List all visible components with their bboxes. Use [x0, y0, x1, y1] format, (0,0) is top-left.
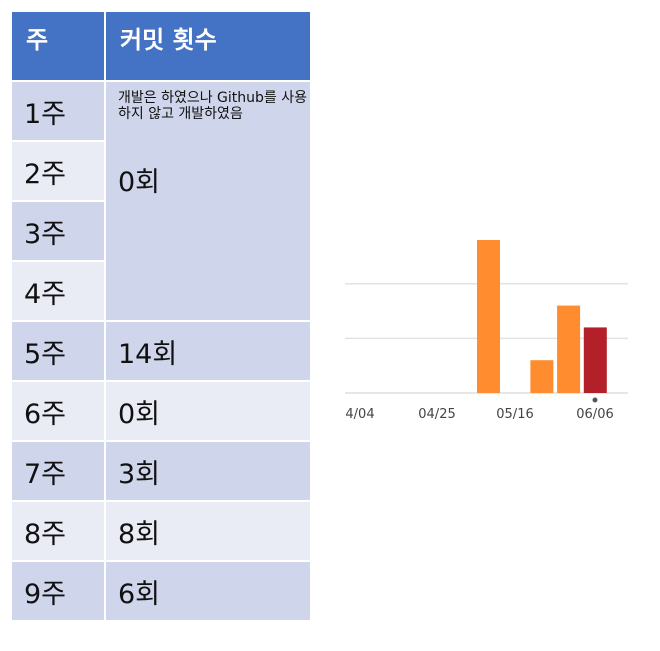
count-cell: 0회	[104, 380, 312, 442]
week-cell: 6주	[10, 380, 106, 442]
week-cell: 9주	[10, 560, 106, 622]
header-commit-count: 커밋 횟수	[104, 10, 312, 82]
header-row: 주 커밋 횟수	[10, 10, 312, 82]
table-row: 6주 0회	[10, 380, 312, 442]
table-row: 8주 8회	[10, 500, 312, 562]
count-cell: 3회	[104, 440, 312, 502]
week-cell: 8주	[10, 500, 106, 562]
merged-count-cell: 개발은 하였으나 Github를 사용하지 않고 개발하였음 0회	[104, 80, 312, 322]
x-tick-label: 4/04	[345, 407, 374, 422]
table-row: 3주	[10, 200, 311, 262]
header-week: 주	[10, 10, 106, 82]
week-cell: 4주	[10, 260, 106, 322]
count-cell: 14회	[104, 320, 312, 382]
week-cell: 3주	[10, 200, 106, 262]
note-text: 개발은 하였으나 Github를 사용하지 않고 개발하였음	[118, 90, 308, 122]
week-cell: 5주	[10, 320, 106, 382]
table-row: 4주	[10, 260, 311, 322]
count-cell: 8회	[104, 500, 312, 562]
bar	[583, 327, 607, 393]
current-week-marker	[592, 397, 598, 403]
bar	[557, 305, 581, 393]
x-tick-label: 05/16	[496, 407, 533, 422]
count-text: 0회	[118, 167, 161, 198]
week-cell: 2주	[10, 140, 106, 202]
bar	[477, 240, 500, 393]
x-tick-label: 04/25	[418, 407, 455, 422]
commit-bar-chart: 4/04 04/25 05/16 06/06	[345, 240, 628, 422]
table-row: 7주 3회	[10, 440, 312, 502]
count-cell: 6회	[104, 560, 312, 622]
week-cell: 1주	[10, 80, 106, 142]
bar	[530, 360, 554, 393]
table-row: 5주 14회	[10, 320, 312, 382]
commit-table: 주 커밋 횟수 1주 개발은 하였으나 Github를 사용하지 않고 개발하였…	[10, 10, 312, 622]
table-row: 9주 6회	[10, 560, 312, 622]
table-row: 1주 개발은 하였으나 Github를 사용하지 않고 개발하였음 0회	[10, 80, 312, 322]
week-cell: 7주	[10, 440, 106, 502]
table-row: 2주	[10, 140, 311, 202]
x-tick-label: 06/06	[576, 407, 613, 422]
